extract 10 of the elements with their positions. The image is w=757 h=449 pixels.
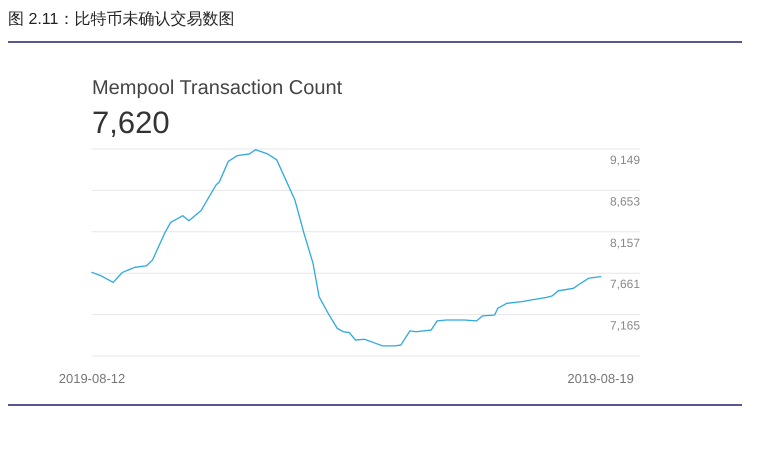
y-tick-label: 7,165 [610, 318, 640, 333]
y-tick-label: 9,149 [610, 153, 640, 167]
text: 7,620 [92, 105, 170, 140]
y-tick-label: 8,157 [610, 236, 640, 250]
y-tick-label: 8,653 [610, 194, 640, 208]
x-tick-label: 2019-08-19 [567, 371, 634, 386]
chart-title: 图 2.11：比特币未确认交易数图 [8, 10, 234, 28]
x-tick-label: 2019-08-12 [58, 371, 126, 386]
chart-subtitle: Mempool Transaction Count [92, 77, 343, 99]
y-tick-label: 7,661 [610, 277, 640, 292]
